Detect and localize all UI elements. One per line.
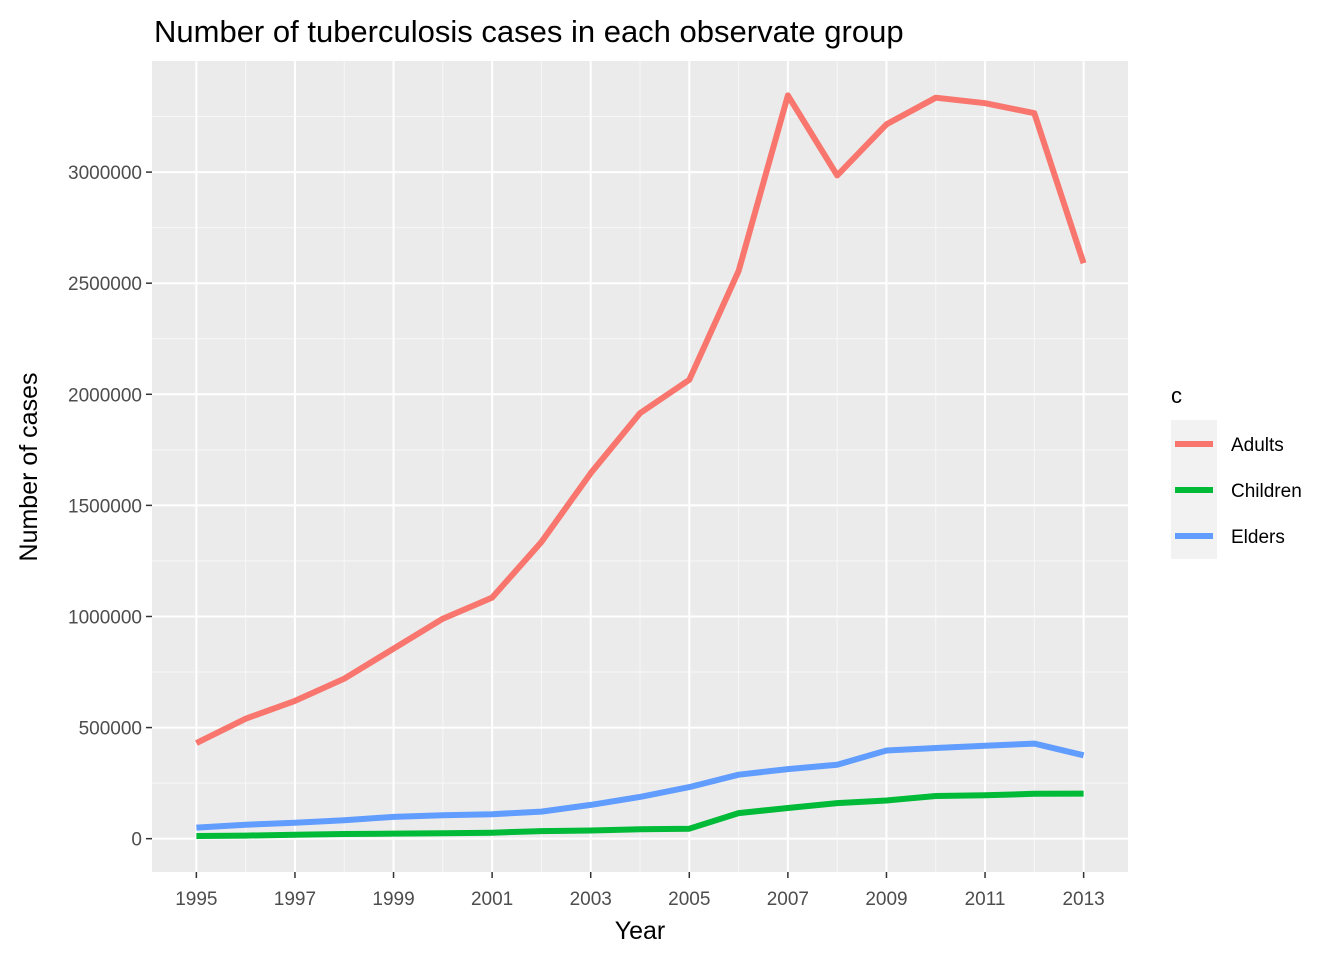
legend-label-children: Children (1231, 481, 1302, 502)
series-line-children (196, 790, 1084, 839)
y-tick-label: 2000000 (68, 385, 142, 406)
legend-items: Adults Children Elders (1171, 421, 1302, 559)
x-tick-label: 1995 (175, 889, 217, 910)
x-tick-label: 2009 (865, 889, 907, 910)
x-tick-label: 1999 (372, 889, 414, 910)
legend-title: c (1171, 383, 1182, 408)
legend-label-elders: Elders (1231, 527, 1285, 548)
x-tick-label: 2013 (1062, 889, 1104, 910)
x-tick-label: 2011 (965, 889, 1006, 910)
y-axis-title: Number of cases (15, 373, 43, 562)
x-axis-title: Year (615, 917, 666, 945)
x-tick-label: 2003 (570, 889, 612, 910)
y-tick-label: 1000000 (68, 607, 142, 628)
chart-title: Number of tuberculosis cases in each obs… (154, 14, 904, 49)
series-line-elders (196, 740, 1085, 831)
x-tick-label: 1997 (274, 889, 316, 910)
x-tick-label: 2001 (471, 889, 513, 910)
x-tick-label: 2007 (767, 889, 809, 910)
y-tick-label: 3000000 (68, 163, 142, 184)
series-lines (195, 92, 1087, 839)
x-axis-ticks: 1995 1997 1999 2001 2003 2005 2007 2009 2011 2013 (175, 872, 1105, 910)
y-tick-label: 1500000 (68, 496, 142, 517)
y-tick-label: 0 (131, 830, 142, 851)
series-line-adults (195, 92, 1087, 746)
y-tick-label: 2500000 (68, 274, 142, 295)
x-tick-label: 2005 (668, 889, 710, 910)
legend: c Adults Children Elders (1171, 383, 1302, 559)
y-tick-label: 500000 (79, 719, 142, 740)
major-gridlines (152, 61, 1128, 872)
y-axis-ticks: 0 500000 1000000 1500000 2000000 2500000 30000… (68, 163, 152, 851)
legend-label-adults: Adults (1231, 435, 1284, 456)
